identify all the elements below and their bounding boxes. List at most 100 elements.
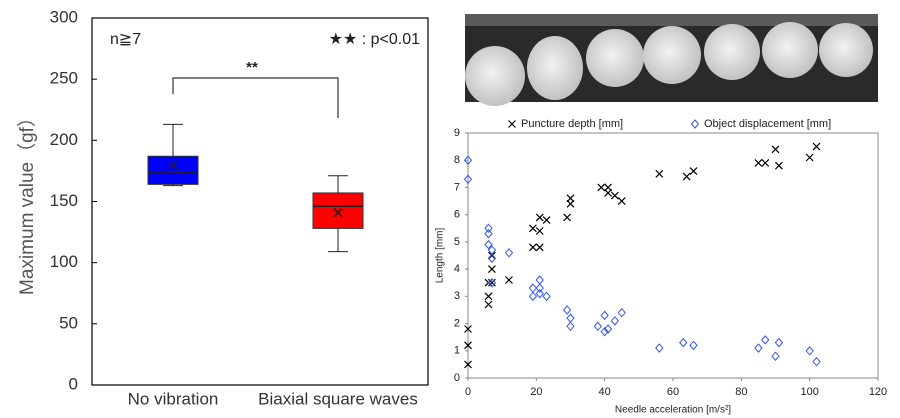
point [542, 216, 551, 225]
point [566, 194, 575, 203]
y-tick-label: 6 [454, 209, 460, 221]
point [484, 228, 493, 239]
point [464, 341, 472, 350]
point [682, 172, 691, 181]
x-tick-label: No vibration [128, 389, 219, 408]
point [655, 169, 664, 178]
point [528, 283, 538, 293]
point [484, 223, 493, 234]
photo [465, 14, 878, 106]
point [600, 310, 609, 321]
legend-marker [508, 120, 516, 128]
legend-label: Puncture depth [mm] [521, 118, 623, 130]
point [464, 325, 472, 333]
point [610, 316, 620, 326]
point [562, 305, 572, 315]
point [535, 213, 544, 222]
point [761, 335, 770, 345]
point [617, 197, 626, 205]
mean-marker [168, 160, 178, 170]
point [487, 253, 497, 263]
point [528, 243, 537, 252]
point [463, 155, 473, 165]
mean-marker [333, 207, 343, 218]
point [655, 343, 664, 353]
y-tick-label: 0 [454, 372, 460, 384]
point [771, 145, 780, 154]
point [566, 321, 575, 332]
plot-frame [91, 17, 429, 386]
x-tick-label: 120 [869, 386, 887, 398]
point [528, 224, 537, 233]
point [528, 291, 538, 302]
point [484, 292, 493, 301]
point [774, 337, 784, 348]
box [312, 192, 364, 229]
point [754, 343, 763, 353]
point [805, 346, 814, 356]
y-tick-label: 3 [454, 290, 460, 302]
y-tick-label: 2 [454, 317, 460, 329]
point [484, 239, 493, 250]
point [505, 276, 513, 284]
x-tick-label: 60 [667, 386, 679, 398]
point [535, 288, 544, 299]
point [812, 142, 821, 151]
y-tick-label: 250 [50, 69, 78, 88]
point [805, 153, 814, 162]
point [487, 251, 496, 260]
y-tick-label: 7 [454, 181, 460, 193]
annotation: ** [246, 59, 258, 76]
point [754, 159, 763, 167]
point [600, 326, 609, 337]
point [542, 291, 551, 302]
x-tick-label: 100 [800, 386, 818, 398]
point [535, 275, 544, 285]
y-tick-label: 4 [454, 263, 460, 275]
point [761, 159, 770, 167]
point [463, 174, 473, 185]
point [487, 278, 496, 287]
point [771, 351, 780, 361]
y-tick-label: 1 [454, 345, 460, 357]
plot-frame [467, 132, 879, 379]
y-tick-label: 8 [454, 154, 460, 166]
x-tick-label: 20 [530, 386, 542, 398]
y-tick-label: 150 [50, 191, 78, 210]
annotation: ★★ : p<0.01 [329, 31, 421, 48]
point [563, 213, 572, 222]
legend-marker [690, 119, 700, 129]
y-tick-label: 50 [59, 313, 78, 332]
y-tick-label: 0 [69, 374, 78, 393]
annotation: n≧7 [110, 31, 141, 48]
y-tick-label: 300 [50, 7, 78, 26]
x-tick-label: 80 [735, 386, 747, 398]
point [464, 360, 472, 369]
point [603, 324, 613, 334]
point [774, 161, 783, 170]
point [597, 183, 606, 192]
legend-label: Object displacement [mm] [704, 118, 831, 130]
point [689, 167, 698, 176]
point [535, 243, 544, 252]
point [566, 313, 575, 323]
y-tick-label: 5 [454, 236, 460, 248]
point [484, 300, 493, 309]
point [535, 227, 544, 235]
y-tick-label: 200 [50, 130, 78, 149]
y-tick-label: 100 [50, 252, 78, 271]
point [812, 356, 821, 367]
point [617, 307, 626, 318]
point [689, 340, 698, 351]
y-axis-label: Length [mm] [435, 227, 446, 283]
point [610, 191, 619, 200]
point [487, 277, 497, 288]
point [604, 183, 613, 192]
x-axis-label: Needle acceleration [m/s²] [615, 405, 731, 416]
point [504, 248, 514, 258]
x-tick-label: Biaxial square waves [258, 389, 418, 408]
significance-bracket [172, 77, 339, 118]
x-tick-label: 0 [465, 386, 471, 398]
point [679, 337, 688, 348]
